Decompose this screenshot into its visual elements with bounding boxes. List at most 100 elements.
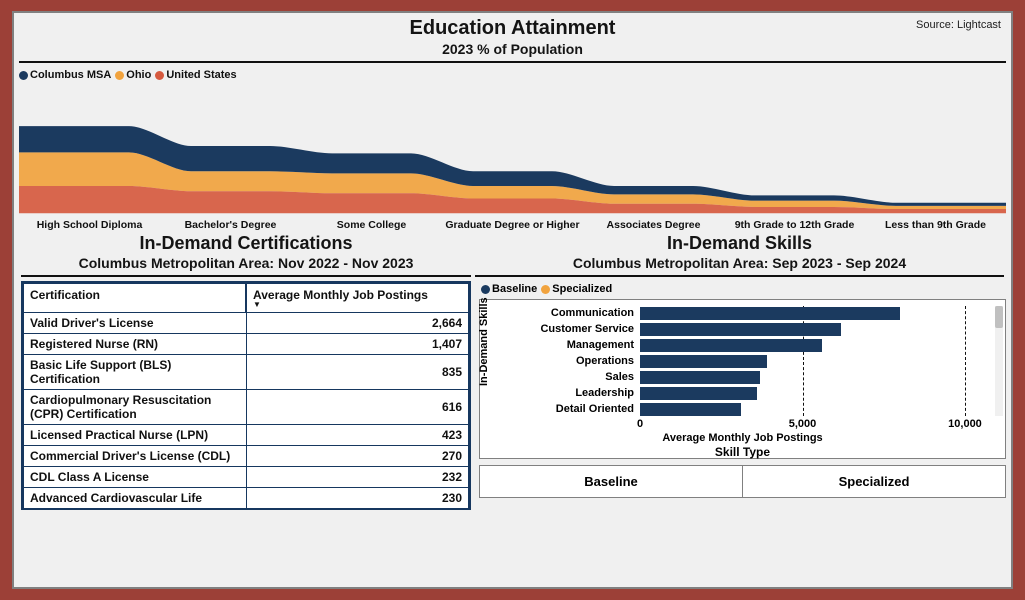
bar-label: Management (567, 338, 634, 353)
legend-entry: Ohio (115, 69, 151, 81)
bar-fill (640, 323, 841, 336)
cell-certification: Commercial Driver's License (CDL) (24, 446, 247, 467)
certifications-subtitle: Columbus Metropolitan Area: Nov 2022 - N… (19, 255, 473, 271)
bar-row: Detail Oriented (640, 402, 965, 417)
skill-type-title: Skill Type (480, 445, 1005, 459)
skills-legend: Baseline Specialized (479, 281, 1006, 297)
bar-fill (640, 339, 822, 352)
tab-specialized[interactable]: Specialized (742, 466, 1005, 497)
legend-entry: Baseline (481, 283, 537, 295)
category-label: Associates Degree (583, 219, 724, 231)
legend-label: United States (166, 69, 236, 81)
bar-fill (640, 371, 760, 384)
table-row[interactable]: Basic Life Support (BLS) Certification83… (24, 355, 469, 390)
cell-certification: Registered Nurse (RN) (24, 334, 247, 355)
bar-label: Operations (576, 354, 634, 369)
bar-row: Customer Service (640, 322, 965, 337)
table-row[interactable]: Valid Driver's License2,664 (24, 313, 469, 334)
table-header-postings[interactable]: Average Monthly Job Postings▼ (246, 284, 469, 313)
xtick-label: 10,000 (948, 418, 982, 430)
legend-label: Columbus MSA (30, 69, 111, 81)
education-legend: Columbus MSA Ohio United States (14, 63, 1011, 83)
bar-label: Customer Service (540, 322, 634, 337)
legend-swatch (19, 71, 28, 80)
education-stream-chart: High School DiplomaBachelor's DegreeSome… (19, 83, 1006, 231)
scrollbar[interactable] (995, 306, 1003, 416)
table-row[interactable]: Registered Nurse (RN)1,407 (24, 334, 469, 355)
cell-certification: Advanced Cardiovascular Life (24, 488, 247, 509)
education-header: Education Attainment 2023 % of Populatio… (14, 13, 1011, 57)
cell-certification: CDL Class A License (24, 467, 247, 488)
cell-certification: Valid Driver's License (24, 313, 247, 334)
cell-certification: Licensed Practical Nurse (LPN) (24, 425, 247, 446)
tab-baseline[interactable]: Baseline (480, 466, 742, 497)
legend-label: Baseline (492, 283, 537, 295)
skills-subtitle: Columbus Metropolitan Area: Sep 2023 - S… (473, 255, 1006, 271)
education-title: Education Attainment (14, 17, 1011, 40)
skills-wrap: BaselineSpecialized In-Demand Skills 05,… (473, 281, 1006, 498)
outer-frame: Source: Lightcast Education Attainment 2… (0, 0, 1025, 600)
bar-label: Sales (605, 370, 634, 385)
category-label: Some College (301, 219, 442, 231)
category-label: Graduate Degree or Higher (442, 219, 583, 231)
bar-fill (640, 307, 900, 320)
category-label: 9th Grade to 12th Grade (724, 219, 865, 231)
cell-postings: 232 (246, 467, 469, 488)
bottom-area: In-Demand Certifications Columbus Metrop… (14, 231, 1011, 512)
legend-label: Specialized (552, 283, 612, 295)
dashboard-panel: Source: Lightcast Education Attainment 2… (12, 11, 1013, 589)
sort-desc-icon: ▼ (253, 302, 462, 308)
bar-label: Detail Oriented (556, 402, 634, 417)
cell-postings: 423 (246, 425, 469, 446)
table-row[interactable]: Cardiopulmonary Resuscitation (CPR) Cert… (24, 390, 469, 425)
bar-fill (640, 355, 767, 368)
divider (21, 275, 471, 277)
education-subtitle: 2023 % of Population (14, 41, 1011, 57)
bar-fill (640, 387, 757, 400)
cell-postings: 2,664 (246, 313, 469, 334)
cell-certification: Basic Life Support (BLS) Certification (24, 355, 247, 390)
skill-type-tabs: BaselineSpecialized (479, 465, 1006, 498)
source-label: Source: Lightcast (916, 19, 1001, 31)
skills-yaxis-title: In-Demand Skills (478, 297, 490, 386)
xtick-label: 0 (637, 418, 643, 430)
skills-title: In-Demand Skills (473, 233, 1006, 254)
category-label: Bachelor's Degree (160, 219, 301, 231)
bar-fill (640, 403, 741, 416)
scrollbar-thumb[interactable] (995, 306, 1003, 328)
legend-entry: Columbus MSA (19, 69, 111, 81)
table-header-certification[interactable]: Certification (24, 284, 247, 313)
bar-label: Communication (551, 306, 634, 321)
bar-row: Communication (640, 306, 965, 321)
certifications-table: Certification Average Monthly Job Postin… (21, 281, 471, 510)
bar-row: Sales (640, 370, 965, 385)
certifications-title: In-Demand Certifications (19, 233, 473, 254)
table-row[interactable]: CDL Class A License232 (24, 467, 469, 488)
table-row[interactable]: Commercial Driver's License (CDL)270 (24, 446, 469, 467)
bar-row: Operations (640, 354, 965, 369)
cell-postings: 270 (246, 446, 469, 467)
legend-entry: United States (155, 69, 236, 81)
legend-swatch (115, 71, 124, 80)
certifications-section: In-Demand Certifications Columbus Metrop… (19, 233, 473, 512)
legend-entry: Specialized (541, 283, 612, 295)
xtick-label: 5,000 (789, 418, 817, 430)
divider (475, 275, 1004, 277)
skills-bar-chart: In-Demand Skills 0 5,000 10,000 Communicati… (479, 299, 1006, 459)
bar-row: Leadership (640, 386, 965, 401)
bar-label: Leadership (575, 386, 634, 401)
bar-row: Management (640, 338, 965, 353)
cell-postings: 230 (246, 488, 469, 509)
cell-certification: Cardiopulmonary Resuscitation (CPR) Cert… (24, 390, 247, 425)
legend-swatch (541, 285, 550, 294)
cell-postings: 835 (246, 355, 469, 390)
category-label: Less than 9th Grade (865, 219, 1006, 231)
table-row[interactable]: Advanced Cardiovascular Life230 (24, 488, 469, 509)
table-row[interactable]: Licensed Practical Nurse (LPN)423 (24, 425, 469, 446)
legend-label: Ohio (126, 69, 151, 81)
skills-xaxis-title: Average Monthly Job Postings (480, 432, 1005, 444)
gridline (965, 306, 966, 416)
cell-postings: 1,407 (246, 334, 469, 355)
category-label: High School Diploma (19, 219, 160, 231)
legend-swatch (155, 71, 164, 80)
